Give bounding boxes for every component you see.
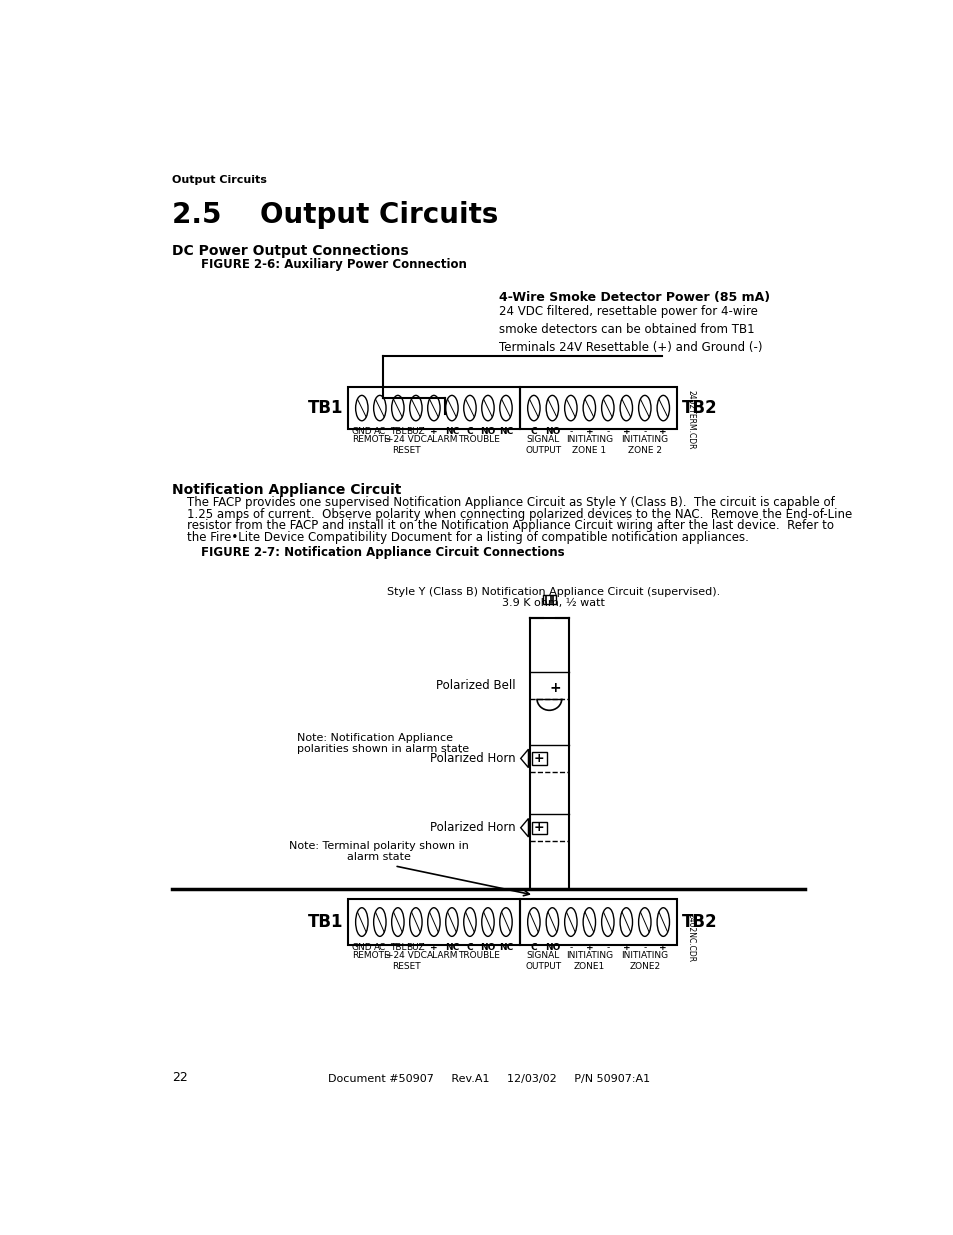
- Text: TROUBLE: TROUBLE: [457, 951, 499, 960]
- Text: TROUBLE: TROUBLE: [457, 435, 499, 443]
- Text: FIGURE 2-6: Auxiliary Power Connection: FIGURE 2-6: Auxiliary Power Connection: [200, 258, 466, 272]
- Text: NC: NC: [498, 942, 513, 952]
- Text: resistor from the FACP and install it on the Notification Appliance Circuit wiri: resistor from the FACP and install it on…: [172, 520, 833, 532]
- Text: +: +: [622, 942, 630, 952]
- Text: Output Circuits: Output Circuits: [172, 175, 267, 185]
- Text: +24 VDC
RESET: +24 VDC RESET: [386, 951, 427, 971]
- Bar: [531, 821, 546, 834]
- Text: NO: NO: [479, 942, 496, 952]
- Text: REMOTE: REMOTE: [352, 951, 389, 960]
- Text: C: C: [466, 427, 473, 436]
- Text: Notification Appliance Circuit: Notification Appliance Circuit: [172, 483, 401, 498]
- Text: +: +: [585, 942, 593, 952]
- Text: +: +: [534, 752, 544, 764]
- Text: -: -: [605, 942, 609, 952]
- Text: 2402NC.CDR: 2402NC.CDR: [686, 913, 695, 962]
- Text: 2.5    Output Circuits: 2.5 Output Circuits: [172, 200, 497, 228]
- Text: -: -: [642, 942, 646, 952]
- Text: The FACP provides one supervised Notification Appliance Circuit as Style Y (Clas: The FACP provides one supervised Notific…: [172, 496, 834, 509]
- Text: NC: NC: [444, 942, 458, 952]
- Text: TB1: TB1: [308, 913, 343, 931]
- Text: NO: NO: [544, 427, 559, 436]
- Text: Polarized Horn: Polarized Horn: [430, 752, 516, 764]
- Text: Polarized Horn: Polarized Horn: [430, 821, 516, 834]
- Text: DC Power Output Connections: DC Power Output Connections: [172, 245, 408, 258]
- Text: INITIATING
ZONE 2: INITIATING ZONE 2: [620, 435, 668, 454]
- Text: alarm state: alarm state: [347, 852, 411, 862]
- Text: +: +: [585, 427, 593, 436]
- Text: AC: AC: [374, 427, 386, 436]
- Text: C: C: [466, 942, 473, 952]
- Bar: [348, 387, 519, 430]
- Text: TB2: TB2: [681, 399, 717, 417]
- Text: -: -: [569, 427, 572, 436]
- Text: INITIATING
ZONE1: INITIATING ZONE1: [565, 951, 612, 971]
- Text: SIGNAL
OUTPUT: SIGNAL OUTPUT: [524, 951, 560, 971]
- Text: SIGNAL
OUTPUT: SIGNAL OUTPUT: [524, 435, 560, 454]
- Text: TBL: TBL: [389, 942, 406, 952]
- Text: +: +: [430, 942, 437, 952]
- Text: -: -: [569, 942, 572, 952]
- Text: FIGURE 2-7: Notification Appliance Circuit Connections: FIGURE 2-7: Notification Appliance Circu…: [200, 546, 563, 559]
- Text: Style Y (Class B) Notification Appliance Circuit (supervised).: Style Y (Class B) Notification Appliance…: [386, 587, 720, 597]
- Text: +: +: [549, 680, 560, 695]
- Text: NC: NC: [444, 427, 458, 436]
- Bar: [531, 752, 546, 764]
- Bar: [542, 595, 555, 604]
- Text: C: C: [530, 427, 537, 436]
- Text: +: +: [534, 821, 544, 834]
- Text: 4-Wire Smoke Detector Power (85 mA): 4-Wire Smoke Detector Power (85 mA): [498, 290, 769, 304]
- Text: TB1: TB1: [308, 399, 343, 417]
- Text: -: -: [642, 427, 646, 436]
- Text: C: C: [530, 942, 537, 952]
- Text: INITIATING
ZONE2: INITIATING ZONE2: [620, 951, 668, 971]
- Text: Polarized Bell: Polarized Bell: [436, 679, 516, 692]
- Text: REMOTE: REMOTE: [352, 435, 389, 443]
- Text: INITIATING
ZONE 1: INITIATING ZONE 1: [565, 435, 612, 454]
- Text: -: -: [605, 427, 609, 436]
- Bar: [519, 387, 677, 430]
- Text: TBL: TBL: [389, 427, 406, 436]
- Text: NO: NO: [479, 427, 496, 436]
- Text: Note: Notification Appliance: Note: Notification Appliance: [297, 734, 453, 743]
- Text: GND: GND: [351, 427, 372, 436]
- Text: 24 VDC filtered, resettable power for 4-wire
smoke detectors can be obtained fro: 24 VDC filtered, resettable power for 4-…: [498, 305, 761, 353]
- Text: 2402TERM.CDR: 2402TERM.CDR: [686, 390, 695, 450]
- Text: +24 VDC
RESET: +24 VDC RESET: [386, 435, 427, 454]
- Text: TB2: TB2: [681, 913, 717, 931]
- Bar: [519, 899, 677, 945]
- Text: 3.9 K ohm, ½ watt: 3.9 K ohm, ½ watt: [501, 598, 604, 608]
- Bar: [348, 899, 519, 945]
- Text: polarities shown in alarm state: polarities shown in alarm state: [297, 745, 469, 755]
- Text: 22: 22: [172, 1071, 188, 1084]
- Text: +: +: [659, 427, 666, 436]
- Text: NO: NO: [544, 942, 559, 952]
- Text: BUZ: BUZ: [406, 427, 425, 436]
- Text: 1.25 amps of current.  Observe polarity when connecting polarized devices to the: 1.25 amps of current. Observe polarity w…: [172, 508, 851, 521]
- Text: +: +: [430, 427, 437, 436]
- Text: +: +: [622, 427, 630, 436]
- Text: Document #50907     Rev.A1     12/03/02     P/N 50907:A1: Document #50907 Rev.A1 12/03/02 P/N 5090…: [328, 1073, 649, 1084]
- Text: ALARM: ALARM: [427, 435, 458, 443]
- Text: Note: Terminal polarity shown in: Note: Terminal polarity shown in: [289, 841, 468, 851]
- Text: GND: GND: [351, 942, 372, 952]
- Text: NC: NC: [498, 427, 513, 436]
- Text: BUZ: BUZ: [406, 942, 425, 952]
- Text: AC: AC: [374, 942, 386, 952]
- Text: +: +: [659, 942, 666, 952]
- Text: the Fire•Lite Device Compatibility Document for a listing of compatible notifica: the Fire•Lite Device Compatibility Docum…: [172, 531, 748, 543]
- Text: ALARM: ALARM: [427, 951, 458, 960]
